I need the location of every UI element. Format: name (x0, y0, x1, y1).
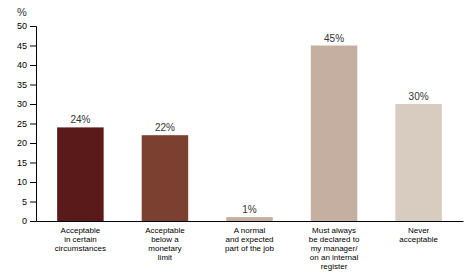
x-tick-label: Acceptablein certaincircumstances (55, 226, 106, 253)
data-labels: 24% 22% 1% 45% 30% (70, 33, 428, 216)
x-tick-label: A normaland expectedpart of the job (225, 226, 274, 253)
y-axis-label: % (17, 6, 27, 18)
y-tick-mark (30, 46, 36, 47)
bar (311, 46, 358, 222)
x-tick-label-line: A normal (234, 226, 266, 235)
x-tick: Acceptablein certaincircumstances (55, 226, 106, 253)
y-tick-label: 35 (17, 80, 27, 90)
y-tick-label: 45 (17, 41, 27, 51)
bar (395, 104, 442, 221)
x-tick-label: Must alwaysbe declared tomy manager/on a… (309, 226, 360, 271)
y-tick-label: 0 (22, 216, 27, 226)
y-tick-mark (30, 65, 36, 66)
bars (57, 46, 442, 222)
y-tick: 40 (17, 60, 36, 70)
y-tick-mark (30, 202, 36, 203)
x-tick-label-line: Acceptable (145, 226, 185, 235)
y-tick-mark (30, 163, 36, 164)
x-tick-label-line: Acceptable (61, 226, 101, 235)
x-tick-label-line: Must always (312, 226, 356, 235)
x-tick-label-line: below a (151, 235, 179, 244)
y-tick-mark (30, 26, 36, 27)
y-tick-label: 40 (17, 60, 27, 70)
x-tick: A normaland expectedpart of the job (225, 226, 274, 253)
x-tick: Acceptablebelow amonetarylimit (145, 226, 185, 262)
data-label: 24% (70, 114, 90, 125)
data-label: 30% (409, 91, 429, 102)
y-tick-mark (30, 182, 36, 183)
y-tick: 10 (17, 177, 36, 187)
x-tick-label: Acceptablebelow amonetarylimit (145, 226, 185, 262)
y-axis: 0 5 10 15 20 25 30 35 40 45 50 (17, 21, 37, 226)
x-tick: Neveracceptable (399, 226, 438, 244)
y-tick-label: 15 (17, 158, 27, 168)
chart: 05101520253035404550Acceptablein certain… (0, 0, 475, 279)
y-tick: 50 (17, 21, 36, 31)
y-tick-mark (30, 124, 36, 125)
data-label: 22% (155, 122, 175, 133)
y-tick-label: 5 (22, 197, 27, 207)
y-tick-label: 30 (17, 99, 27, 109)
y-tick-label: 25 (17, 119, 27, 129)
y-tick: 25 (17, 119, 36, 129)
x-tick-label-line: limit (158, 253, 173, 262)
x-tick-label-line: be declared to (309, 235, 360, 244)
plot: 05101520253035404550Acceptablein certain… (17, 6, 464, 271)
x-tick-label-line: in certain (64, 235, 96, 244)
x-tick-label-line: part of the job (225, 244, 274, 253)
y-axis-line (30, 27, 37, 222)
y-tick: 15 (17, 158, 36, 168)
y-tick-label: 20 (17, 138, 27, 148)
y-tick: 5 (22, 197, 36, 207)
x-tick-label-line: my manager/ (311, 244, 358, 253)
y-tick: 45 (17, 41, 36, 51)
x-tick-label-line: and expected (225, 235, 273, 244)
y-tick: 35 (17, 80, 36, 90)
x-tick-label-line: register (321, 262, 348, 271)
y-tick: 20 (17, 138, 36, 148)
data-label: 1% (242, 204, 257, 215)
data-label: 45% (324, 33, 344, 44)
x-axis-line (37, 221, 464, 222)
y-tick-mark (30, 221, 36, 222)
y-tick: 30 (17, 99, 36, 109)
x-tick-label-line: on an internal (310, 253, 359, 262)
x-tick: Must alwaysbe declared tomy manager/on a… (309, 226, 360, 271)
y-tick-label: 50 (17, 21, 27, 31)
x-tick-label: Neveracceptable (399, 226, 438, 244)
x-tick-label-line: circumstances (55, 244, 106, 253)
bar (142, 135, 189, 221)
y-tick-mark (30, 85, 36, 86)
y-tick-mark (30, 104, 36, 105)
bar (57, 127, 104, 221)
x-tick-label-line: monetary (148, 244, 181, 253)
y-tick: 0 (22, 216, 36, 226)
bar (226, 217, 273, 221)
x-tick-label-line: acceptable (399, 235, 438, 244)
x-tick-label-line: Never (408, 226, 430, 235)
x-axis: Acceptablein certaincircumstancesAccepta… (37, 222, 464, 271)
y-tick-mark (30, 143, 36, 144)
y-tick-label: 10 (17, 177, 27, 187)
